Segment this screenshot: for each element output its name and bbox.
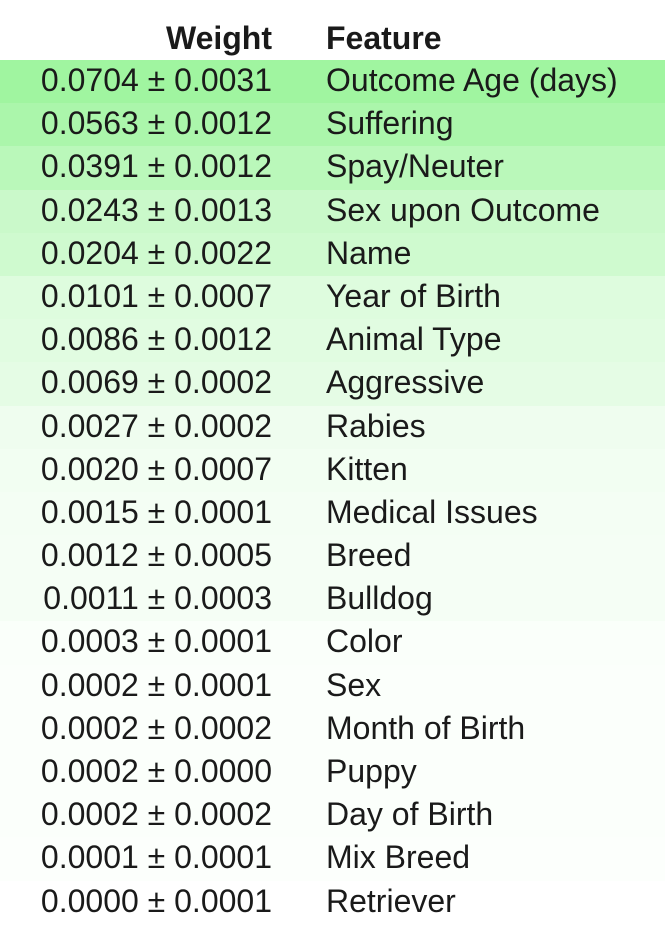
table-row: 0.0012 ± 0.0005 Breed (0, 535, 665, 579)
table-row: 0.0001 ± 0.0001 Mix Breed (0, 837, 665, 881)
feature-cell: Day of Birth (326, 796, 494, 833)
table-row: 0.0704 ± 0.0031 Outcome Age (days) (0, 60, 665, 104)
table-row: 0.0101 ± 0.0007 Year of Birth (0, 275, 665, 320)
feature-cell: Medical Issues (326, 493, 538, 530)
weight-cell: 0.0704 ± 0.0031 (40, 62, 272, 98)
table-header: Weight Feature (0, 0, 665, 60)
weight-cell: 0.0027 ± 0.0002 (40, 407, 272, 444)
weight-cell: 0.0012 ± 0.0005 (40, 537, 272, 574)
weight-cell: 0.0003 ± 0.0001 (40, 623, 272, 660)
weight-cell: 0.0391 ± 0.0012 (40, 148, 272, 185)
feature-cell: Bulldog (326, 580, 433, 617)
weight-cell: 0.0011 ± 0.0003 (43, 580, 272, 617)
table-row: 0.0002 ± 0.0001 Sex (0, 664, 665, 708)
feature-cell: Kitten (326, 450, 408, 487)
table-row: 0.0391 ± 0.0012 Spay/Neuter (0, 146, 665, 190)
table-row: 0.0069 ± 0.0002 Aggressive (0, 362, 665, 406)
feature-cell: Spay/Neuter (326, 148, 504, 185)
weight-cell: 0.0086 ± 0.0012 (40, 321, 272, 358)
feature-cell: Outcome Age (days) (326, 62, 618, 98)
weight-cell: 0.0002 ± 0.0002 (40, 796, 272, 833)
header-feature: Feature (326, 20, 442, 56)
feature-cell: Name (326, 234, 412, 271)
weight-cell: 0.0002 ± 0.0002 (40, 709, 272, 746)
feature-cell: Month of Birth (326, 709, 526, 746)
table-row: 0.0243 ± 0.0013 Sex upon Outcome (0, 189, 665, 233)
feature-cell: Puppy (326, 753, 417, 789)
weight-cell: 0.0000 ± 0.0001 (40, 882, 272, 919)
weight-cell: 0.0069 ± 0.0002 (40, 364, 272, 401)
weight-cell: 0.0002 ± 0.0001 (40, 666, 272, 703)
weight-cell: 0.0002 ± 0.0000 (40, 753, 272, 789)
table-row: 0.0002 ± 0.0000 Puppy (0, 751, 665, 795)
feature-cell: Year of Birth (326, 277, 501, 314)
table-row: 0.0003 ± 0.0001 Color (0, 621, 665, 665)
table-row: 0.0002 ± 0.0002 Day of Birth (0, 794, 665, 838)
feature-cell: Rabies (326, 407, 426, 444)
feature-cell: Color (326, 623, 403, 660)
table-body: 0.0704 ± 0.0031 Outcome Age (days) 0.0563 … (0, 60, 665, 924)
feature-cell: Suffering (326, 105, 454, 142)
feature-cell: Sex upon Outcome (326, 191, 600, 228)
feature-cell: Breed (326, 537, 412, 574)
feature-cell: Sex (326, 666, 382, 703)
feature-cell: Retriever (326, 882, 456, 919)
table-row: 0.0020 ± 0.0007 Kitten (0, 448, 665, 492)
weight-cell: 0.0015 ± 0.0001 (40, 493, 272, 530)
table-row: 0.0000 ± 0.0001 Retriever (0, 880, 665, 924)
feature-cell: Animal Type (326, 321, 502, 358)
table-row: 0.0563 ± 0.0012 Suffering (0, 103, 665, 147)
weight-cell: 0.0204 ± 0.0022 (40, 234, 272, 271)
weight-cell: 0.0101 ± 0.0007 (40, 277, 272, 314)
table-row: 0.0011 ± 0.0003 Bulldog (0, 578, 665, 622)
feature-cell: Aggressive (326, 364, 485, 401)
feature-cell: Mix Breed (326, 839, 471, 876)
table-row: 0.0027 ± 0.0002 Rabies (0, 405, 665, 449)
table-row: 0.0204 ± 0.0022 Name (0, 232, 665, 276)
weight-cell: 0.0001 ± 0.0001 (40, 839, 272, 876)
weight-cell: 0.0563 ± 0.0012 (40, 105, 272, 142)
header-weight: Weight (165, 20, 272, 56)
table-row: 0.0015 ± 0.0001 Medical Issues (0, 491, 665, 536)
table-row: 0.0086 ± 0.0012 Animal Type (0, 319, 665, 363)
weight-cell: 0.0243 ± 0.0013 (40, 191, 272, 228)
weight-cell: 0.0020 ± 0.0007 (40, 450, 272, 487)
table-row: 0.0002 ± 0.0002 Month of Birth (0, 707, 665, 751)
